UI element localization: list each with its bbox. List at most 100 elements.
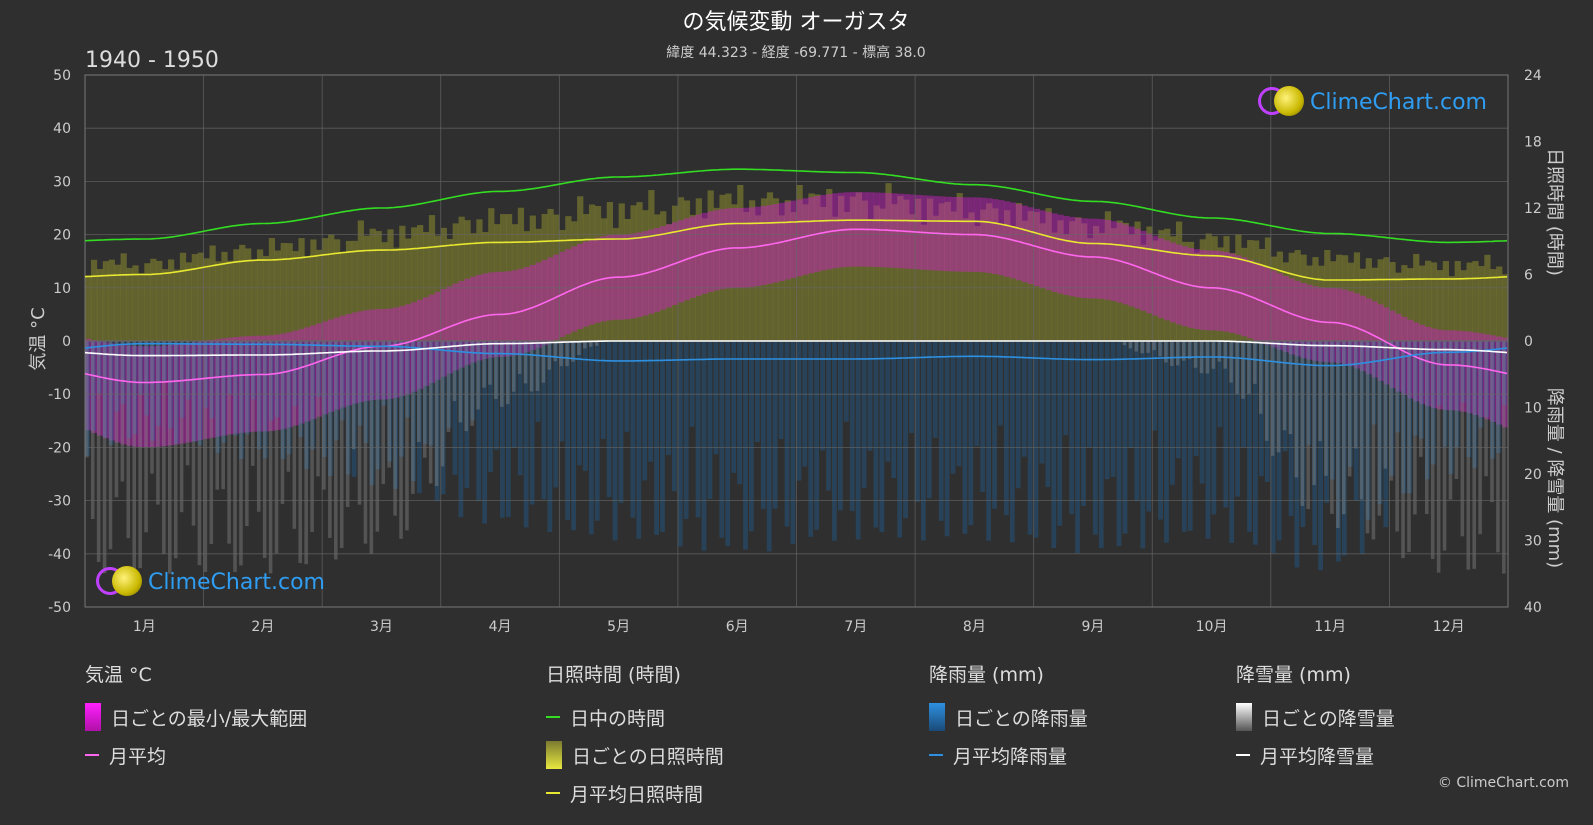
sunshine-bar — [440, 227, 447, 341]
legend-rain-heading: 降雨量 (mm) — [929, 664, 1044, 686]
temp-range-bar — [1496, 336, 1503, 425]
sunshine-bar — [867, 219, 874, 341]
sunshine-bar — [393, 247, 400, 341]
legend-temp-range-label: 日ごとの最小/最大範囲 — [111, 707, 308, 730]
temp-range-bar — [274, 334, 281, 431]
rain-bar — [209, 341, 215, 419]
sunshine-bar — [843, 212, 851, 341]
sunshine-bar — [1424, 260, 1432, 341]
snow-bar — [458, 341, 463, 423]
rain-bar — [1140, 341, 1146, 549]
rain-bar — [411, 341, 416, 482]
sunshine-bar — [1389, 261, 1396, 341]
rain-bar — [612, 341, 618, 541]
rain-bar — [790, 341, 796, 545]
sunshine-bar — [1057, 220, 1064, 341]
rain-bar — [624, 341, 630, 432]
sunshine-bar — [1460, 270, 1467, 341]
temp-range-bar — [280, 333, 287, 429]
sunshine-bar — [1217, 247, 1224, 341]
temp-range-bar — [1454, 330, 1461, 411]
sunshine-bar — [855, 192, 863, 341]
rain-bar — [1051, 341, 1057, 549]
temp-range-bar — [1336, 288, 1343, 364]
sunshine-bar — [1027, 211, 1034, 341]
rain-bar — [1466, 341, 1472, 458]
sunshine-bar — [932, 215, 940, 341]
logo-bottom[interactable]: ClimeChart.com — [96, 566, 325, 598]
legend-sunshine-mean-label: 月平均日照時間 — [570, 783, 704, 806]
snow-bar — [488, 341, 492, 385]
rain-bar — [1110, 341, 1116, 477]
sunshine-bar — [577, 196, 584, 341]
temp-range-bar — [393, 307, 400, 398]
rain-bar — [832, 341, 837, 541]
left-tick-label: 30 — [53, 174, 71, 190]
rain-bar — [1442, 341, 1448, 447]
temp-range-bar — [1318, 287, 1325, 362]
sunshine-bar — [1282, 262, 1289, 341]
rain-bar — [417, 341, 422, 494]
sunshine-bar — [808, 193, 815, 341]
sunshine-bar — [215, 261, 222, 341]
logo-top[interactable]: ClimeChart.com — [1258, 86, 1487, 118]
rain-bar — [1104, 341, 1110, 480]
rain-bar — [173, 341, 179, 444]
snow-bar — [1235, 341, 1239, 394]
temp-range-bar — [1217, 251, 1224, 331]
rain-bar — [660, 341, 665, 533]
sunshine-bar — [1229, 253, 1236, 341]
temp-range-bar — [1051, 213, 1058, 292]
temp-range-bar — [1140, 231, 1147, 311]
rain-bar — [1199, 341, 1205, 484]
month-tick-label: 1月 — [133, 619, 156, 635]
sunshine-bar — [1122, 222, 1129, 341]
sunshine-bar — [956, 193, 963, 341]
legend-rain: 降雨量 (mm) 日ごとの降雨量 月平均降雨量 — [929, 660, 1088, 774]
snow-swatch — [1236, 703, 1252, 731]
sunshine-bar — [1033, 212, 1040, 341]
temp-range-bar — [1312, 286, 1319, 361]
sunshine-bar — [1436, 270, 1444, 341]
rain-bar — [1312, 341, 1318, 545]
snow-bar — [316, 341, 320, 477]
sunshine-bar — [482, 232, 489, 341]
rain-bar — [452, 341, 458, 475]
sunshine-bar — [749, 200, 756, 341]
month-tick-label: 7月 — [844, 619, 867, 635]
rain-bar — [1353, 341, 1359, 501]
temp-range-bar — [1383, 307, 1390, 385]
rain-bar — [689, 341, 695, 427]
temp-range-bar — [1324, 287, 1331, 363]
sunshine-bar — [458, 216, 465, 341]
sunshine-bar — [1021, 220, 1029, 341]
rain-bar — [102, 341, 108, 438]
snow-bar — [1336, 341, 1340, 528]
snow-bar — [1454, 341, 1459, 479]
sunshine-bar — [1466, 262, 1473, 341]
rain-bar — [405, 341, 410, 418]
sunshine-bar — [1502, 274, 1509, 341]
sunshine-bar — [381, 242, 388, 341]
sunshine-bar — [1371, 267, 1378, 341]
rain-bar — [428, 341, 434, 446]
sunshine-bar — [636, 202, 643, 341]
sunshine-bar — [832, 216, 839, 341]
snow-bar — [535, 341, 540, 391]
temp-range-bar — [1205, 250, 1212, 331]
snow-bar — [500, 341, 504, 407]
rain-bar — [304, 341, 310, 469]
temp-range-bar — [1264, 267, 1272, 346]
sunshine-bar — [1045, 208, 1052, 341]
sunshine-bar — [1051, 232, 1058, 341]
sunshine-bar — [1104, 211, 1112, 341]
rain-bar — [713, 341, 719, 455]
temp-range-bar — [292, 330, 299, 426]
sunshine-bar — [351, 240, 359, 341]
temp-range-bar — [203, 340, 210, 439]
rain-bar — [642, 341, 648, 481]
sunshine-bar — [671, 205, 679, 341]
sunshine-bar — [594, 206, 602, 341]
rain-bar — [1033, 341, 1039, 538]
snow-bar — [1442, 341, 1447, 551]
